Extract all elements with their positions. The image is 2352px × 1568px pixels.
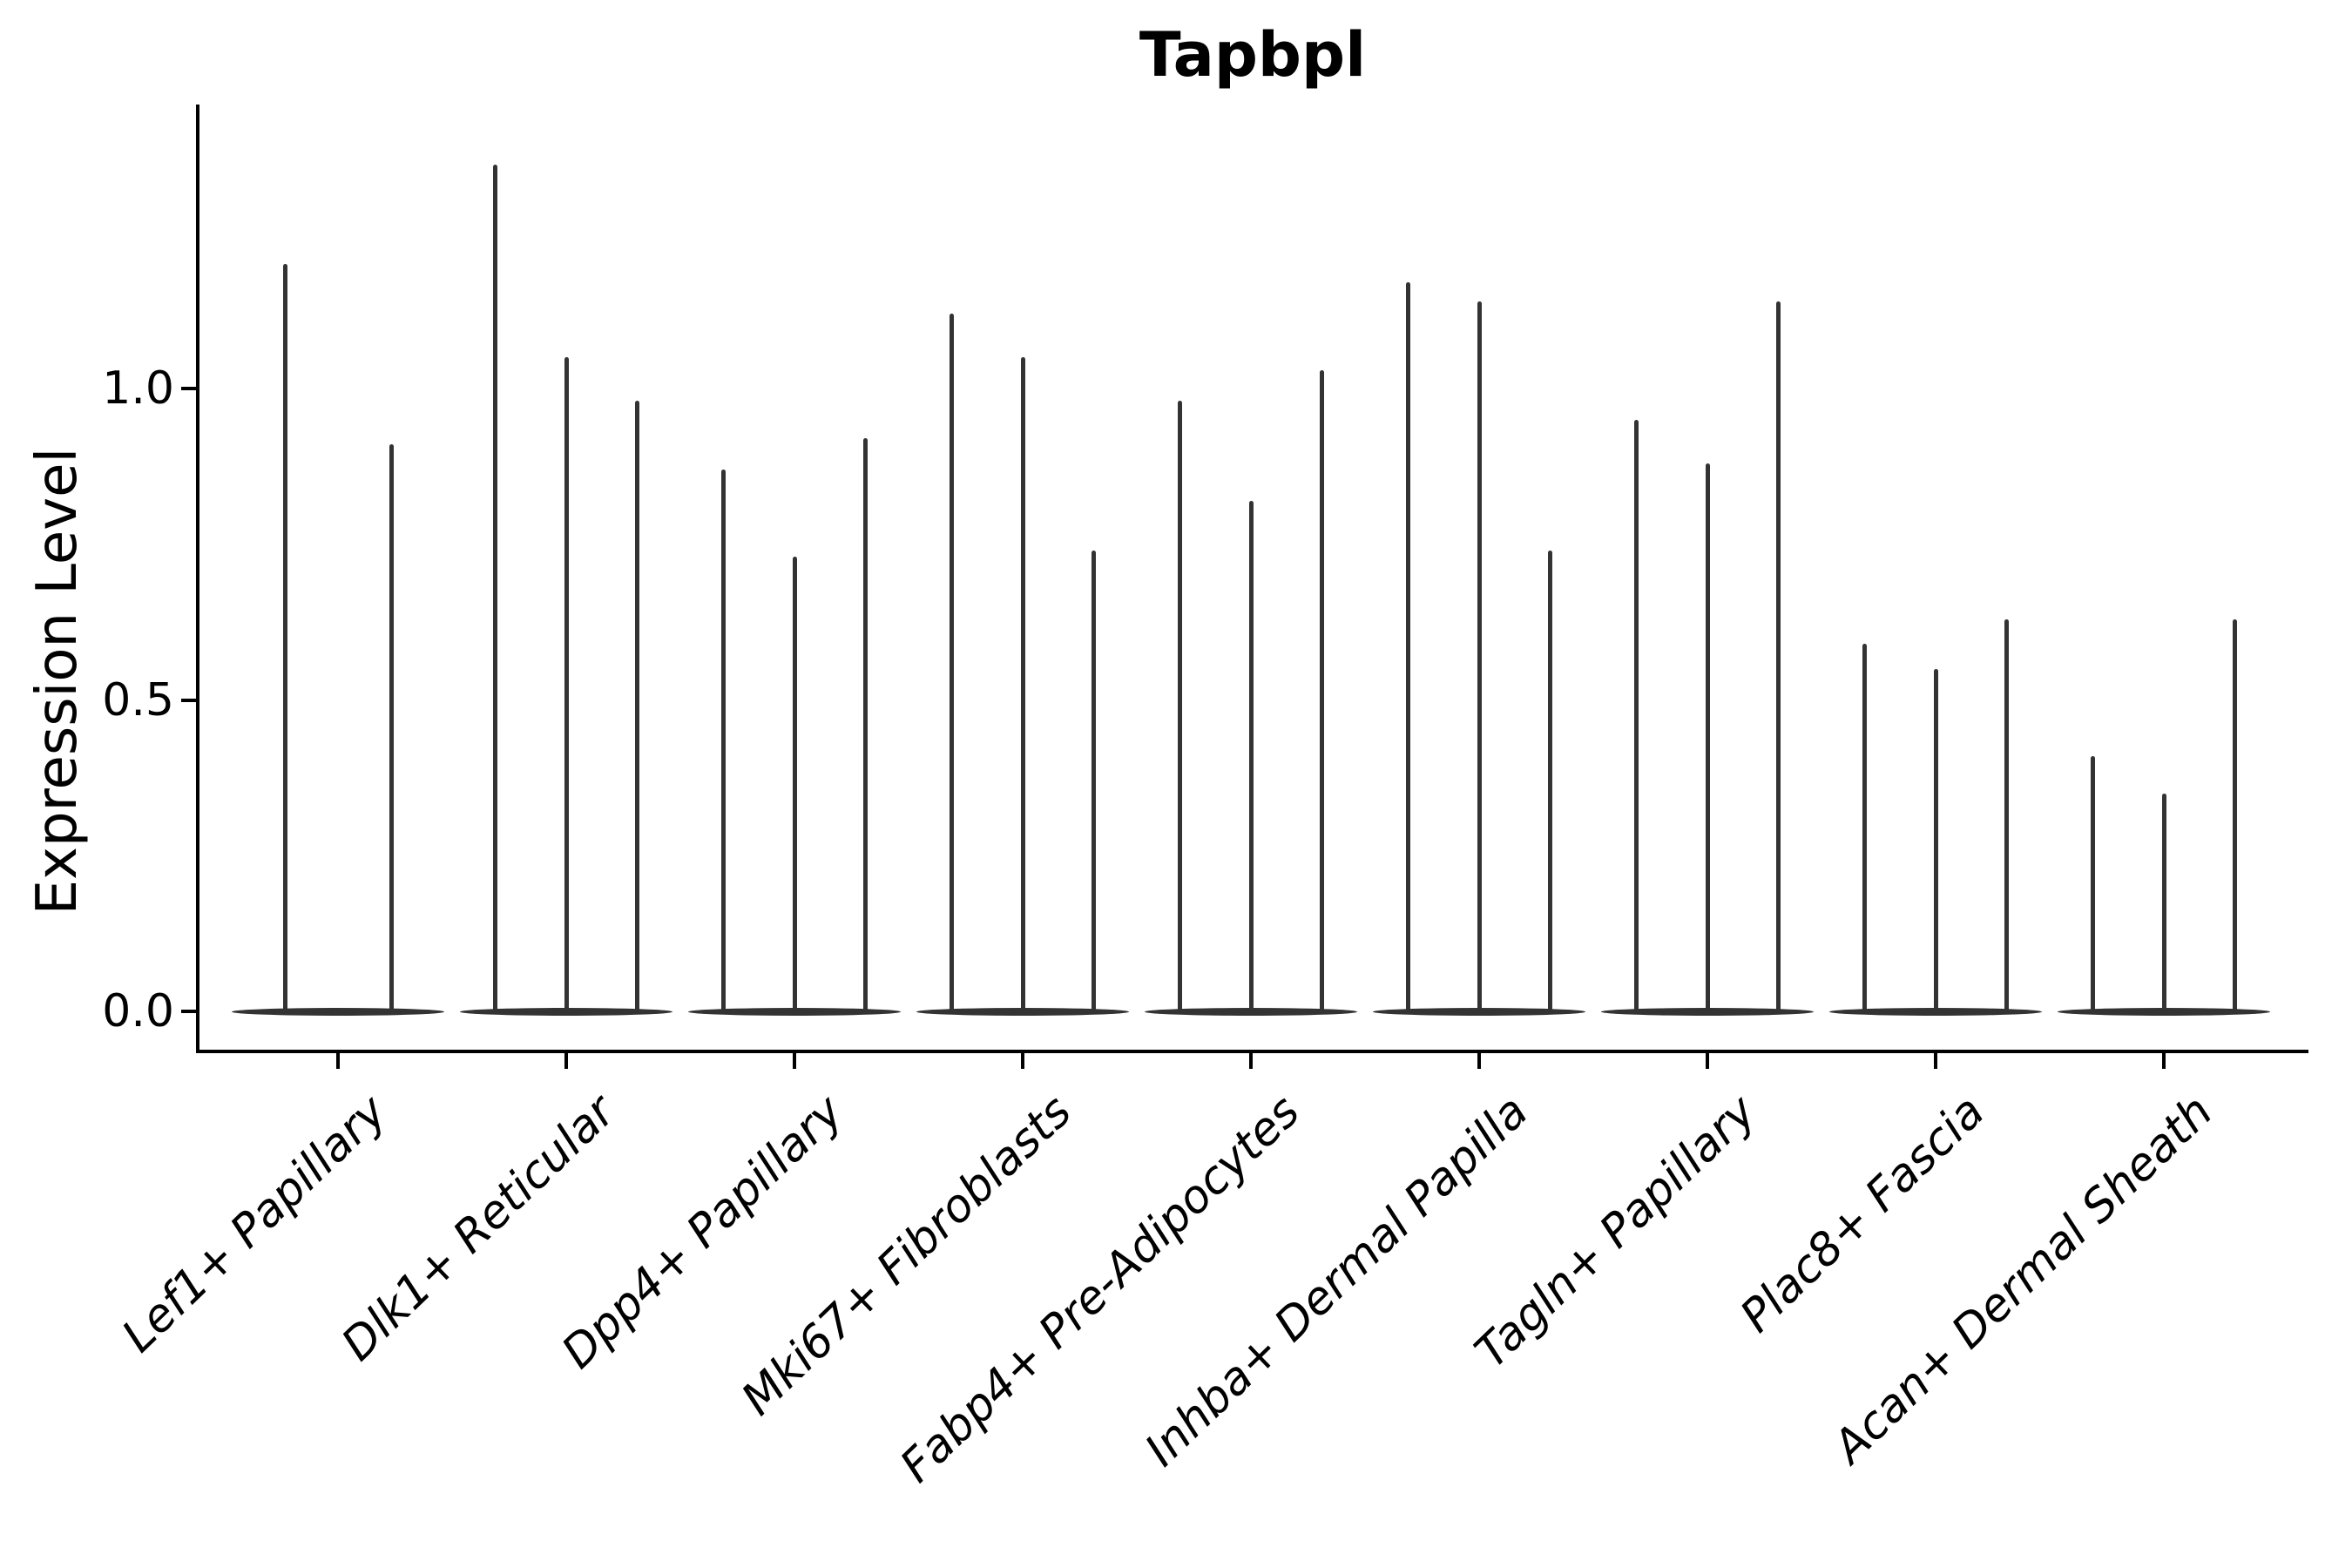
y-tick-mark [181, 1010, 196, 1013]
x-tick-mark [793, 1053, 796, 1069]
x-axis-spine [196, 1050, 2308, 1053]
violin-base [1145, 1007, 1357, 1016]
y-tick-label: 1.0 [102, 362, 174, 415]
chart-title: Tapbpl [1139, 19, 1367, 91]
violin-spike [2232, 618, 2237, 1011]
x-tick-label: Plac8+ Fascia [1730, 1085, 1995, 1343]
x-tick-mark [1021, 1053, 1024, 1069]
violin-spike [1406, 282, 1411, 1011]
violin-spike [1634, 419, 1639, 1011]
violin-spike [1178, 401, 1183, 1011]
y-tick-label: 0.5 [102, 673, 174, 727]
violin-spike [1477, 301, 1482, 1011]
violin-spike [1862, 644, 1868, 1011]
x-tick-mark [1706, 1053, 1709, 1069]
violin-spike [493, 164, 498, 1011]
violin-spike [1547, 550, 1552, 1011]
violin-base [1829, 1007, 2042, 1016]
y-axis-label: Expression Level [25, 447, 90, 916]
violin-spike [862, 438, 868, 1011]
x-tick-mark [564, 1053, 568, 1069]
violin-spike [1933, 668, 1938, 1011]
y-tick-mark [181, 698, 196, 702]
x-tick-label: Fabp4+ Pre-Adipocytes [890, 1085, 1310, 1493]
x-tick-label: Acan+ Dermal Sheath [1823, 1085, 2223, 1474]
violin-spike [2161, 793, 2166, 1011]
violin-base [688, 1007, 901, 1016]
violin-spike [1248, 500, 1254, 1011]
y-axis-spine [196, 105, 199, 1053]
violin-spike [389, 444, 394, 1011]
violin-spike [721, 469, 727, 1011]
violin-spike [950, 314, 955, 1011]
violin-spike [1091, 550, 1096, 1011]
violin-base [916, 1007, 1129, 1016]
violin-base [1373, 1007, 1585, 1016]
x-tick-mark [2162, 1053, 2166, 1069]
violin-spike [1319, 369, 1324, 1011]
violin-spike [282, 264, 287, 1011]
violin-spike [2091, 755, 2096, 1011]
y-tick-label: 0.0 [102, 985, 174, 1037]
x-tick-mark [1934, 1053, 1937, 1069]
violin-spike [564, 357, 569, 1011]
y-tick-mark [181, 387, 196, 390]
x-tick-mark [336, 1053, 340, 1069]
x-tick-label: Inhba+ Dermal Papilla [1135, 1085, 1538, 1477]
violin-base [460, 1007, 672, 1016]
violin-spike [634, 401, 639, 1011]
violin-base [1601, 1007, 1814, 1016]
x-tick-mark [1477, 1053, 1481, 1069]
violin-base [2058, 1007, 2270, 1016]
violin-spike [1020, 357, 1025, 1011]
violin-base [232, 1007, 444, 1016]
violin-spike [2004, 618, 2009, 1011]
violin-spike [1775, 301, 1781, 1011]
violin-spike [1705, 463, 1710, 1011]
x-tick-mark [1249, 1053, 1253, 1069]
violin-spike [792, 557, 797, 1011]
